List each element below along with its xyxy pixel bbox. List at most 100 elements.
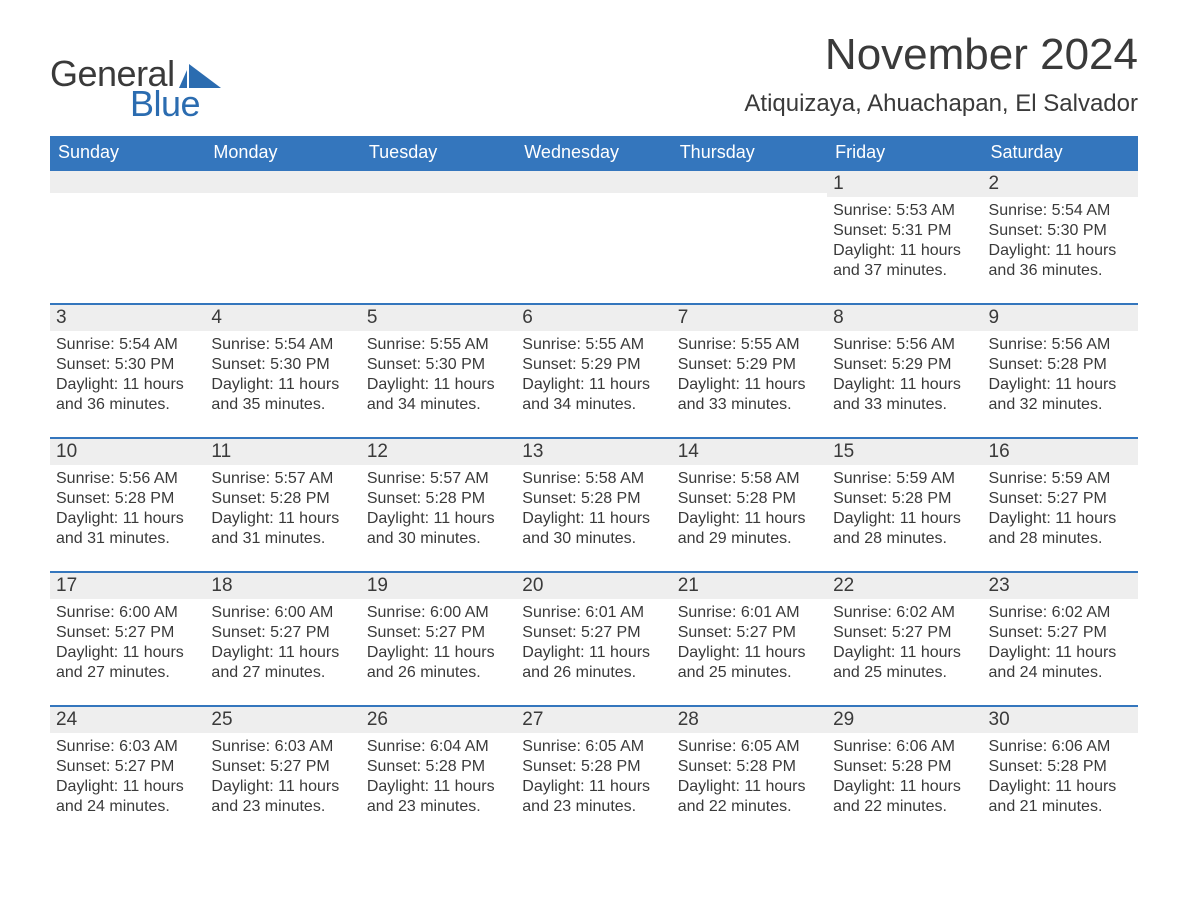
detail-line-dl1: Daylight: 11 hours: [367, 643, 510, 663]
calendar-cell: 23Sunrise: 6:02 AMSunset: 5:27 PMDayligh…: [983, 571, 1138, 705]
detail-line-dl2: and 33 minutes.: [833, 395, 976, 415]
day-number: 29: [827, 707, 982, 733]
calendar-cell: [672, 169, 827, 303]
day-cell: 26Sunrise: 6:04 AMSunset: 5:28 PMDayligh…: [361, 705, 516, 823]
day-details: Sunrise: 6:05 AMSunset: 5:28 PMDaylight:…: [672, 733, 827, 817]
detail-line-sunrise: Sunrise: 5:55 AM: [522, 335, 665, 355]
detail-line-dl2: and 35 minutes.: [211, 395, 354, 415]
detail-line-dl1: Daylight: 11 hours: [56, 643, 199, 663]
detail-line-sunrise: Sunrise: 5:58 AM: [678, 469, 821, 489]
detail-line-dl2: and 30 minutes.: [367, 529, 510, 549]
day-details: Sunrise: 5:54 AMSunset: 5:30 PMDaylight:…: [983, 197, 1138, 281]
logo: General Blue: [50, 30, 221, 122]
detail-line-sunset: Sunset: 5:27 PM: [211, 623, 354, 643]
detail-line-sunrise: Sunrise: 6:01 AM: [678, 603, 821, 623]
day-cell: 1Sunrise: 5:53 AMSunset: 5:31 PMDaylight…: [827, 169, 982, 303]
detail-line-dl2: and 33 minutes.: [678, 395, 821, 415]
detail-line-dl2: and 29 minutes.: [678, 529, 821, 549]
calendar-cell: 15Sunrise: 5:59 AMSunset: 5:28 PMDayligh…: [827, 437, 982, 571]
calendar-row: 24Sunrise: 6:03 AMSunset: 5:27 PMDayligh…: [50, 705, 1138, 823]
calendar-cell: 4Sunrise: 5:54 AMSunset: 5:30 PMDaylight…: [205, 303, 360, 437]
title-block: November 2024 Atiquizaya, Ahuachapan, El…: [744, 30, 1138, 130]
detail-line-dl2: and 36 minutes.: [989, 261, 1132, 281]
weekday-header: Wednesday: [516, 136, 671, 169]
weekday-header-row: Sunday Monday Tuesday Wednesday Thursday…: [50, 136, 1138, 169]
day-details: Sunrise: 5:56 AMSunset: 5:28 PMDaylight:…: [50, 465, 205, 549]
day-number: 21: [672, 573, 827, 599]
day-details: Sunrise: 6:02 AMSunset: 5:27 PMDaylight:…: [983, 599, 1138, 683]
calendar-cell: 8Sunrise: 5:56 AMSunset: 5:29 PMDaylight…: [827, 303, 982, 437]
detail-line-sunset: Sunset: 5:29 PM: [833, 355, 976, 375]
detail-line-dl2: and 23 minutes.: [367, 797, 510, 817]
detail-line-dl2: and 24 minutes.: [989, 663, 1132, 683]
day-number: 18: [205, 573, 360, 599]
day-details: Sunrise: 6:00 AMSunset: 5:27 PMDaylight:…: [205, 599, 360, 683]
day-details: Sunrise: 6:06 AMSunset: 5:28 PMDaylight:…: [827, 733, 982, 817]
day-details: Sunrise: 6:03 AMSunset: 5:27 PMDaylight:…: [205, 733, 360, 817]
detail-line-sunrise: Sunrise: 5:57 AM: [367, 469, 510, 489]
detail-line-sunrise: Sunrise: 6:01 AM: [522, 603, 665, 623]
calendar-cell: 3Sunrise: 5:54 AMSunset: 5:30 PMDaylight…: [50, 303, 205, 437]
detail-line-dl1: Daylight: 11 hours: [833, 643, 976, 663]
day-details: Sunrise: 6:01 AMSunset: 5:27 PMDaylight:…: [516, 599, 671, 683]
day-details: Sunrise: 5:54 AMSunset: 5:30 PMDaylight:…: [205, 331, 360, 415]
detail-line-dl1: Daylight: 11 hours: [367, 777, 510, 797]
calendar-cell: [50, 169, 205, 303]
calendar-cell: 10Sunrise: 5:56 AMSunset: 5:28 PMDayligh…: [50, 437, 205, 571]
day-number: 7: [672, 305, 827, 331]
detail-line-sunset: Sunset: 5:31 PM: [833, 221, 976, 241]
calendar-cell: 30Sunrise: 6:06 AMSunset: 5:28 PMDayligh…: [983, 705, 1138, 823]
empty-day: [516, 169, 671, 193]
day-number: 16: [983, 439, 1138, 465]
day-number: 28: [672, 707, 827, 733]
empty-day: [50, 169, 205, 193]
detail-line-sunrise: Sunrise: 6:00 AM: [367, 603, 510, 623]
day-number: 2: [983, 171, 1138, 197]
calendar-row: 10Sunrise: 5:56 AMSunset: 5:28 PMDayligh…: [50, 437, 1138, 571]
weekday-header: Tuesday: [361, 136, 516, 169]
detail-line-dl1: Daylight: 11 hours: [367, 375, 510, 395]
detail-line-dl1: Daylight: 11 hours: [56, 777, 199, 797]
detail-line-dl1: Daylight: 11 hours: [522, 509, 665, 529]
weekday-header: Thursday: [672, 136, 827, 169]
day-details: Sunrise: 6:04 AMSunset: 5:28 PMDaylight:…: [361, 733, 516, 817]
detail-line-dl1: Daylight: 11 hours: [367, 509, 510, 529]
day-cell: 11Sunrise: 5:57 AMSunset: 5:28 PMDayligh…: [205, 437, 360, 571]
detail-line-sunrise: Sunrise: 5:56 AM: [833, 335, 976, 355]
detail-line-dl2: and 32 minutes.: [989, 395, 1132, 415]
detail-line-sunrise: Sunrise: 6:00 AM: [211, 603, 354, 623]
day-details: Sunrise: 5:59 AMSunset: 5:27 PMDaylight:…: [983, 465, 1138, 549]
day-number: 27: [516, 707, 671, 733]
calendar-cell: 19Sunrise: 6:00 AMSunset: 5:27 PMDayligh…: [361, 571, 516, 705]
day-details: Sunrise: 6:05 AMSunset: 5:28 PMDaylight:…: [516, 733, 671, 817]
day-cell: 25Sunrise: 6:03 AMSunset: 5:27 PMDayligh…: [205, 705, 360, 823]
calendar-cell: 20Sunrise: 6:01 AMSunset: 5:27 PMDayligh…: [516, 571, 671, 705]
calendar-row: 17Sunrise: 6:00 AMSunset: 5:27 PMDayligh…: [50, 571, 1138, 705]
day-number: 24: [50, 707, 205, 733]
day-cell: 2Sunrise: 5:54 AMSunset: 5:30 PMDaylight…: [983, 169, 1138, 303]
detail-line-dl2: and 28 minutes.: [989, 529, 1132, 549]
day-details: Sunrise: 5:56 AMSunset: 5:29 PMDaylight:…: [827, 331, 982, 415]
day-number: 10: [50, 439, 205, 465]
detail-line-dl2: and 31 minutes.: [56, 529, 199, 549]
page-title: November 2024: [744, 30, 1138, 80]
day-details: Sunrise: 6:00 AMSunset: 5:27 PMDaylight:…: [361, 599, 516, 683]
detail-line-dl1: Daylight: 11 hours: [833, 777, 976, 797]
detail-line-dl2: and 22 minutes.: [833, 797, 976, 817]
calendar-row: 1Sunrise: 5:53 AMSunset: 5:31 PMDaylight…: [50, 169, 1138, 303]
calendar-cell: 11Sunrise: 5:57 AMSunset: 5:28 PMDayligh…: [205, 437, 360, 571]
detail-line-dl2: and 26 minutes.: [367, 663, 510, 683]
day-number: 11: [205, 439, 360, 465]
detail-line-dl2: and 37 minutes.: [833, 261, 976, 281]
calendar-cell: 14Sunrise: 5:58 AMSunset: 5:28 PMDayligh…: [672, 437, 827, 571]
day-cell: 21Sunrise: 6:01 AMSunset: 5:27 PMDayligh…: [672, 571, 827, 705]
day-number: 9: [983, 305, 1138, 331]
day-cell: 6Sunrise: 5:55 AMSunset: 5:29 PMDaylight…: [516, 303, 671, 437]
day-details: Sunrise: 5:54 AMSunset: 5:30 PMDaylight:…: [50, 331, 205, 415]
detail-line-sunset: Sunset: 5:28 PM: [678, 757, 821, 777]
calendar-cell: 29Sunrise: 6:06 AMSunset: 5:28 PMDayligh…: [827, 705, 982, 823]
detail-line-sunrise: Sunrise: 5:54 AM: [989, 201, 1132, 221]
detail-line-dl1: Daylight: 11 hours: [833, 509, 976, 529]
location-subtitle: Atiquizaya, Ahuachapan, El Salvador: [744, 90, 1138, 118]
day-cell: 3Sunrise: 5:54 AMSunset: 5:30 PMDaylight…: [50, 303, 205, 437]
